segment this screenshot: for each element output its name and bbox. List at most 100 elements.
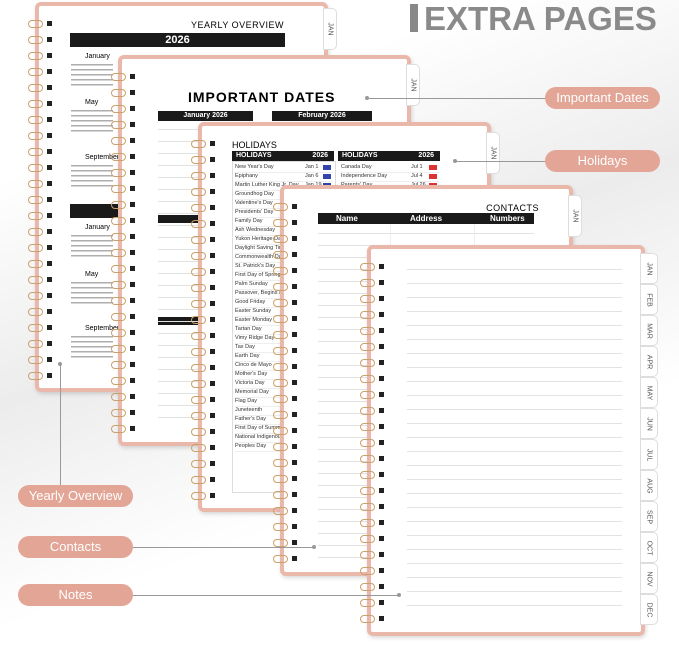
- spiral-ring: [191, 236, 206, 244]
- binding-hole: [130, 378, 135, 383]
- binding-hole: [292, 460, 297, 465]
- binding-hole: [47, 181, 52, 186]
- holiday-name: Tax Day: [235, 344, 255, 350]
- holiday-row: New Year's Day Jan 1: [235, 163, 333, 173]
- holiday-name: First Day of Spring: [235, 272, 281, 278]
- spiral-ring: [111, 409, 126, 417]
- binding-hole: [130, 106, 135, 111]
- binding-hole: [292, 300, 297, 305]
- binding-hole: [47, 69, 52, 74]
- important-dates-title: IMPORTANT DATES: [188, 89, 336, 105]
- binding-hole: [130, 282, 135, 287]
- holiday-name: Easter Monday: [235, 317, 272, 323]
- spiral-ring: [273, 475, 288, 483]
- holiday-name: Valentine's Day: [235, 200, 273, 206]
- binding-hole: [130, 394, 135, 399]
- notes-page: [360, 245, 645, 636]
- holiday-name: Commonwealth Day: [235, 254, 285, 260]
- binding-hole: [47, 277, 52, 282]
- month-tab: JUN: [640, 408, 658, 439]
- holiday-row: Epiphany Jan 6: [235, 172, 333, 182]
- binding-hole: [47, 293, 52, 298]
- header-cell: 2026: [418, 152, 434, 159]
- binding-hole: [292, 284, 297, 289]
- spiral-ring: [360, 295, 375, 303]
- binding-hole: [47, 149, 52, 154]
- holiday-date: Jul 1: [411, 164, 423, 170]
- holiday-name: Juneteenth: [235, 407, 263, 413]
- binding-hole: [292, 204, 297, 209]
- holiday-name: Family Day: [235, 218, 263, 224]
- binding-hole: [210, 237, 215, 242]
- tab-label: MAY: [645, 385, 653, 400]
- header-cell: Address: [410, 214, 443, 223]
- spiral-ring: [273, 523, 288, 531]
- rule-line: [407, 409, 622, 410]
- spiral-ring: [111, 313, 126, 321]
- spiral-ring: [273, 347, 288, 355]
- connector: [456, 161, 545, 162]
- binding-hole: [379, 264, 384, 269]
- callout: Holidays: [545, 150, 660, 172]
- spiral-ring: [191, 188, 206, 196]
- spiral-ring: [273, 411, 288, 419]
- month-ribbon: February 2026: [272, 111, 372, 121]
- spiral-ring: [273, 459, 288, 467]
- binding-hole: [47, 117, 52, 122]
- binding-hole: [47, 197, 52, 202]
- binding-hole: [130, 122, 135, 127]
- spiral-ring: [273, 267, 288, 275]
- spiral-ring: [28, 292, 43, 300]
- holiday-name: Victoria Day: [235, 380, 265, 386]
- binding-hole: [130, 186, 135, 191]
- spiral-ring: [191, 380, 206, 388]
- holiday-date: Jan 1: [305, 164, 319, 170]
- spiral-ring: [273, 491, 288, 499]
- holiday-name: Flag Day: [235, 398, 258, 404]
- binding-hole: [379, 344, 384, 349]
- header-title: EXTRA PAGES: [424, 0, 657, 37]
- binding-hole: [210, 269, 215, 274]
- binding-hole: [47, 357, 52, 362]
- connector-dot: [397, 593, 401, 597]
- binding-hole: [130, 218, 135, 223]
- header-cell: 2026: [312, 152, 328, 159]
- rule-line: [407, 339, 622, 340]
- rule-line: [407, 269, 622, 270]
- binding-hole: [210, 381, 215, 386]
- spiral-ring: [28, 324, 43, 332]
- spiral-ring: [191, 172, 206, 180]
- binding-hole: [210, 445, 215, 450]
- binding-hole: [130, 426, 135, 431]
- spiral-ring: [273, 251, 288, 259]
- month-label: January: [85, 224, 110, 231]
- holiday-name: Father's Day: [235, 416, 267, 422]
- binding-hole: [379, 392, 384, 397]
- binding-hole: [379, 472, 384, 477]
- spiral-ring: [273, 315, 288, 323]
- spiral-ring: [273, 539, 288, 547]
- binding-hole: [210, 493, 215, 498]
- spiral-ring: [28, 36, 43, 44]
- header-cell: Numbers: [490, 214, 525, 223]
- rule-line: [407, 549, 622, 550]
- binding-hole: [379, 296, 384, 301]
- binding-hole: [47, 229, 52, 234]
- binding-hole: [47, 373, 52, 378]
- binding-hole: [379, 616, 384, 621]
- edge-tab: JAN: [406, 64, 420, 106]
- spiral-ring: [273, 283, 288, 291]
- spiral-ring: [360, 279, 375, 287]
- edge-tab: JAN: [568, 195, 582, 237]
- holiday-name: Peoples Day: [235, 443, 267, 449]
- month-tab: FEB: [640, 284, 658, 315]
- month-tab: JAN: [640, 253, 658, 284]
- tab-label: NOV: [645, 570, 653, 587]
- spiral-ring: [360, 391, 375, 399]
- spiral-ring: [273, 379, 288, 387]
- spiral-ring: [111, 297, 126, 305]
- spiral-ring: [191, 332, 206, 340]
- spiral-ring: [111, 121, 126, 129]
- spiral-ring: [28, 228, 43, 236]
- holiday-date: Jan 6: [305, 173, 319, 179]
